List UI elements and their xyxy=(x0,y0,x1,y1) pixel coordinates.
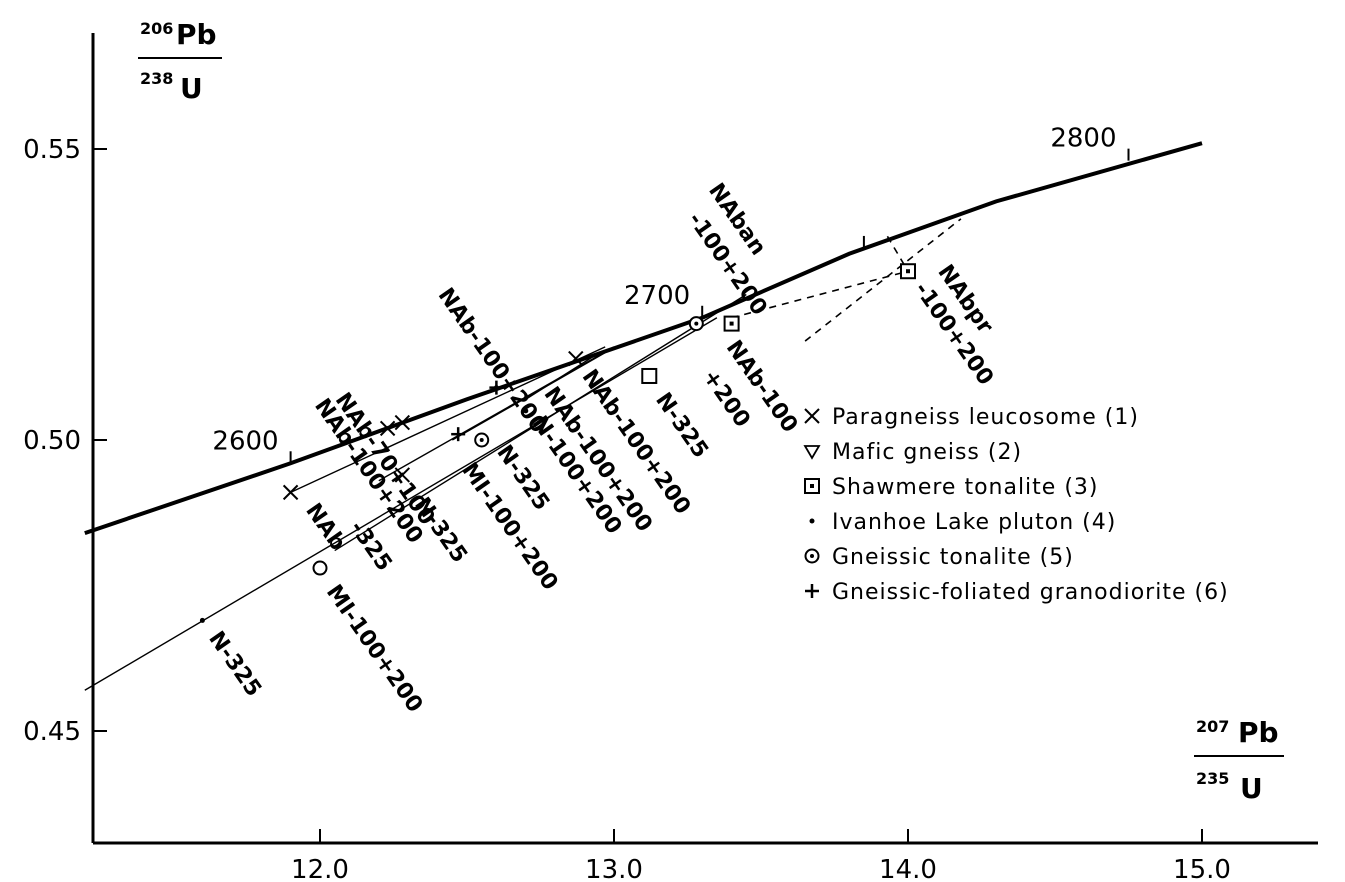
legend-marker-x xyxy=(804,408,820,424)
discordia-line-dashed xyxy=(731,270,909,319)
legend-item: Gneissic tonalite (5) xyxy=(804,545,1074,570)
legend-item: Mafic gneiss (2) xyxy=(803,440,1022,465)
discordia-line xyxy=(451,352,606,441)
data-point-x xyxy=(282,484,299,501)
concordia-age-label: 2800 xyxy=(1050,124,1116,154)
data-point-circle-dot xyxy=(474,432,490,448)
legend-marker-triangle xyxy=(803,445,821,460)
x-label-den-el: U xyxy=(1240,772,1263,805)
legend-item: Gneissic-foliated granodiorite (6) xyxy=(805,580,1229,605)
legend: Paragneiss leucosome (1) Mafic gneiss (2)… xyxy=(803,405,1229,605)
y-tick-label: 0.50 xyxy=(23,426,81,456)
point-label: MI-100+200 xyxy=(321,580,427,717)
point-label: -325 xyxy=(344,516,396,575)
x-tick-label: 14.0 xyxy=(879,855,937,882)
legend-label: Paragneiss leucosome (1) xyxy=(832,405,1139,430)
legend-item: Shawmere tonalite (3) xyxy=(804,475,1099,500)
data-point-square xyxy=(641,367,658,384)
x-tick-label: 15.0 xyxy=(1173,855,1231,882)
legend-marker-circle-dot xyxy=(804,548,820,564)
data-point-dot xyxy=(523,408,529,414)
legend-label: Shawmere tonalite (3) xyxy=(832,475,1099,500)
data-point-x xyxy=(379,420,396,437)
point-label: N-325 xyxy=(650,388,713,463)
y-label-den-sup: 238 xyxy=(140,69,173,88)
y-label-num-el: Pb xyxy=(176,18,217,51)
discordia-line xyxy=(525,352,600,400)
legend-label: Ivanhoe Lake pluton (4) xyxy=(832,510,1116,535)
x-label-num-sup: 207 xyxy=(1196,717,1229,736)
data-point-x xyxy=(568,350,584,367)
data-point-x xyxy=(394,467,411,483)
legend-marker-dot xyxy=(809,518,815,524)
x-label-den-sup: 235 xyxy=(1196,769,1229,788)
legend-marker-plus xyxy=(805,584,819,598)
data-point-dot xyxy=(199,617,205,623)
axes: 12.0 13.0 14.0 15.0 0.45 0.50 0.55 xyxy=(23,33,1318,882)
legend-label: Mafic gneiss (2) xyxy=(832,440,1022,465)
point-label: NAb xyxy=(300,499,350,555)
discordia-line xyxy=(84,317,718,691)
point-label: N-325 xyxy=(203,627,266,702)
data-point-circle-dot xyxy=(688,316,704,332)
data-point-plus xyxy=(451,427,466,442)
data-point-square-dot xyxy=(900,263,916,280)
legend-label: Gneissic tonalite (5) xyxy=(832,545,1074,570)
discordia-line-dashed xyxy=(886,235,909,272)
legend-label: Gneissic-foliated granodiorite (6) xyxy=(832,580,1229,605)
discordia-line xyxy=(378,346,615,482)
y-label-den-el: U xyxy=(180,72,203,105)
x-tick-label: 12.0 xyxy=(291,855,349,882)
legend-item: Ivanhoe Lake pluton (4) xyxy=(809,510,1116,535)
discordia-line xyxy=(334,293,747,552)
data-point-x xyxy=(394,414,411,431)
y-axis-label: 206 Pb 238 U xyxy=(138,18,222,105)
legend-marker-square-dot xyxy=(804,478,820,494)
concordia-age-label: 2700 xyxy=(624,281,690,311)
x-axis-label: 207 Pb 235 U xyxy=(1194,716,1284,805)
discordia-line xyxy=(290,346,606,494)
x-label-num-el: Pb xyxy=(1238,716,1279,749)
concordia-curve xyxy=(84,141,1203,536)
legend-item: Paragneiss leucosome (1) xyxy=(804,405,1139,430)
concordia-age-label: 2600 xyxy=(212,426,278,456)
y-tick-label: 0.55 xyxy=(23,135,81,165)
data-point-circle xyxy=(312,560,328,576)
point-label: NAb-100+200 xyxy=(433,284,551,438)
y-tick-label: 0.45 xyxy=(23,717,81,747)
y-label-num-sup: 206 xyxy=(140,19,173,38)
x-tick-label: 13.0 xyxy=(585,855,643,882)
data-point-plus xyxy=(489,380,504,395)
data-point-square-dot xyxy=(723,315,740,332)
